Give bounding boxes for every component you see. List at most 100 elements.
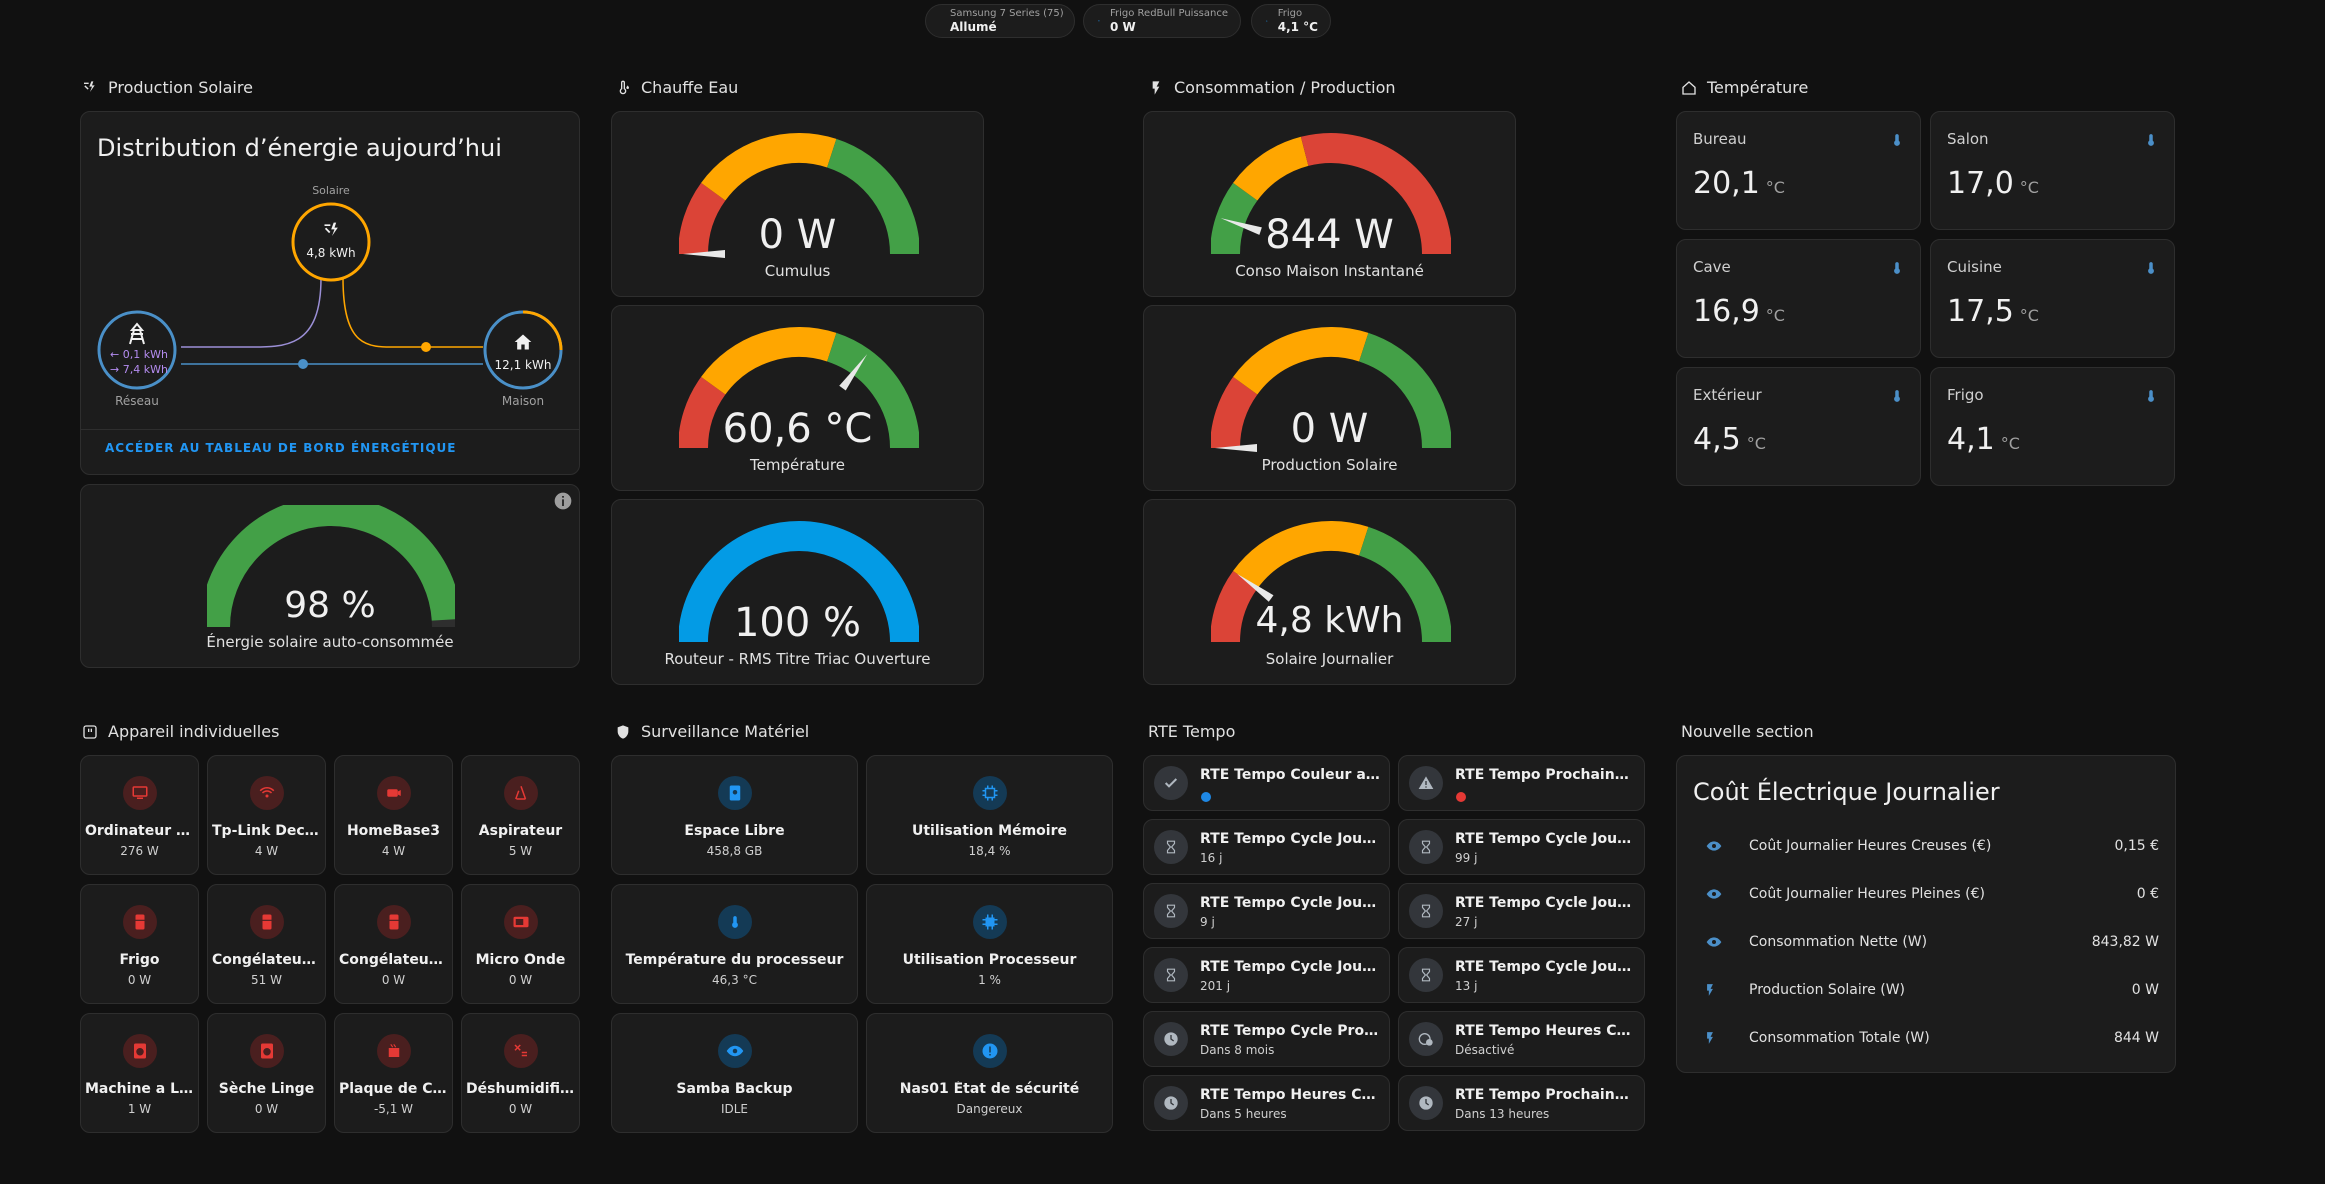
tempo-tile[interactable]: RTE Tempo Couleur actuel...	[1143, 755, 1390, 811]
surveillance-name: Espace Libre	[684, 823, 785, 839]
cost-row[interactable]: Coût Journalier Heures Creuses (€) 0,15 …	[1677, 822, 2175, 870]
tempo-tile[interactable]: RTE Tempo Cycle Jours dé... 16 j	[1143, 819, 1390, 875]
appliance-tile[interactable]: Déshumidific... 0 W	[461, 1013, 580, 1133]
temp-card-cuisine[interactable]: Cuisine 17,5 °C	[1930, 239, 2175, 358]
tempo-name: RTE Tempo Cycle Jours re...	[1455, 959, 1636, 975]
cost-title: Coût Électrique Journalier	[1693, 778, 2000, 806]
temp-unit: °C	[1765, 306, 1785, 325]
badge-frigo-power[interactable]: Frigo RedBull Puissance 0 W	[1083, 4, 1241, 38]
tempo-tile[interactable]: RTE Tempo Cycle Jours re... 13 j	[1398, 947, 1645, 1003]
appliance-tile[interactable]: Frigo 0 W	[80, 884, 199, 1004]
appliance-tile[interactable]: Tp-Link Deco ... 4 W	[207, 755, 326, 875]
gauge-conso-name: Conso Maison Instantané	[1235, 262, 1424, 280]
gauge-card-routeur[interactable]: 100 % Routeur - RMS Titre Triac Ouvertur…	[611, 499, 984, 685]
gauge-card-temperature[interactable]: 60,6 °C Température	[611, 305, 984, 491]
thermometer-icon	[1894, 262, 1900, 274]
surveillance-value: 46,3 °C	[712, 973, 757, 987]
temp-card-bureau[interactable]: Bureau 20,1 °C	[1676, 111, 1921, 230]
info-icon[interactable]	[553, 491, 573, 511]
tempo-tile[interactable]: RTE Tempo Cycle Jours re... 201 j	[1143, 947, 1390, 1003]
gauge-production-value: 0 W	[1290, 406, 1369, 452]
tempo-name: RTE Tempo Cycle Jours dé...	[1200, 895, 1381, 911]
grid-node-label: Réseau	[115, 394, 159, 408]
tempo-tile[interactable]: RTE Tempo Heures Creuses Désactivé	[1398, 1011, 1645, 1067]
temp-unit: °C	[2019, 178, 2039, 197]
section-title-temp-text: Température	[1707, 78, 1809, 97]
gauge-card-production[interactable]: 0 W Production Solaire	[1143, 305, 1516, 491]
appliance-value: 0 W	[254, 1102, 279, 1116]
appliance-tile[interactable]: Machine a La... 1 W	[80, 1013, 199, 1133]
surveillance-tile[interactable]: Température du processeur 46,3 °C	[611, 884, 858, 1004]
section-title-conso-text: Consommation / Production	[1174, 78, 1396, 97]
gauge-conso-value: 844 W	[1265, 212, 1394, 258]
surveillance-tile[interactable]: Utilisation Mémoire 18,4 %	[866, 755, 1113, 875]
appliance-tile[interactable]: Ordinateur Pu... 276 W	[80, 755, 199, 875]
temp-name: Cave	[1693, 258, 1731, 276]
thermometer-icon	[2148, 390, 2154, 402]
surveillance-tile[interactable]: Espace Libre 458,8 GB	[611, 755, 858, 875]
tempo-tile[interactable]: RTE Tempo Cycle Jours re... 27 j	[1398, 883, 1645, 939]
selfconsumption-card: 98 % Énergie solaire auto-consommée	[80, 484, 580, 668]
lightning-icon	[1707, 984, 1713, 996]
tempo-tile[interactable]: RTE Tempo Prochaine cou... Dans 13 heure…	[1398, 1075, 1645, 1131]
gauge-routeur	[679, 521, 919, 643]
surveillance-name: Nas01 État de sécurité	[899, 1081, 1080, 1097]
tempo-tile[interactable]: RTE Tempo Cycle Jours dé... 9 j	[1143, 883, 1390, 939]
hourglass-icon	[1154, 894, 1188, 928]
tempo-name: RTE Tempo Heures Creuses	[1455, 1023, 1636, 1039]
cost-row-value: 0 W	[2131, 982, 2159, 998]
tempo-tile[interactable]: RTE Tempo Prochaine cou...	[1398, 755, 1645, 811]
temp-value: 20,1 °C	[1693, 166, 1785, 201]
tempo-tile[interactable]: RTE Tempo Heures Creuse... Dans 5 heures	[1143, 1075, 1390, 1131]
gauge-card-solaire-journalier[interactable]: 4,8 kWh Solaire Journalier	[1143, 499, 1516, 685]
cost-row[interactable]: Consommation Totale (W) 844 W	[1677, 1014, 2175, 1062]
temp-card-frigo[interactable]: Frigo 4,1 °C	[1930, 367, 2175, 486]
surveillance-value: IDLE	[720, 1102, 749, 1116]
temp-card-salon[interactable]: Salon 17,0 °C	[1930, 111, 2175, 230]
camera-icon	[376, 776, 411, 810]
tempo-tile[interactable]: RTE Tempo Cycle Prochai... Dans 8 mois	[1143, 1011, 1390, 1067]
temp-number: 20,1	[1693, 166, 1760, 201]
energy-dashboard-link[interactable]: ACCÉDER AU TABLEAU DE BORD ÉNERGÉTIQUE	[105, 441, 457, 455]
gauge-segment	[1300, 133, 1451, 255]
badge-tv[interactable]: Samsung 7 Series (75) Allumé	[925, 4, 1075, 38]
temp-card-cave[interactable]: Cave 16,9 °C	[1676, 239, 1921, 358]
cost-row[interactable]: Production Solaire (W) 0 W	[1677, 966, 2175, 1014]
appliance-tile[interactable]: Micro Onde 0 W	[461, 884, 580, 1004]
surveillance-tile[interactable]: Utilisation Processeur 1 %	[866, 884, 1113, 1004]
appliance-tile[interactable]: HomeBase3 4 W	[334, 755, 453, 875]
gauge-card-cumulus[interactable]: 0 W Cumulus	[611, 111, 984, 297]
temp-value: 4,1 °C	[1947, 422, 2020, 457]
surveillance-tile[interactable]: Samba Backup IDLE	[611, 1013, 858, 1133]
appliance-tile[interactable]: Congélateur 2 0 W	[334, 884, 453, 1004]
appliance-tile[interactable]: Sèche Linge 0 W	[207, 1013, 326, 1133]
appliance-tile[interactable]: Congélateur 1 51 W	[207, 884, 326, 1004]
cost-row-label: Coût Journalier Heures Creuses (€)	[1749, 838, 1992, 854]
cost-row-label: Coût Journalier Heures Pleines (€)	[1749, 886, 1985, 902]
cost-row[interactable]: Consommation Nette (W) 843,82 W	[1677, 918, 2175, 966]
gauge-needle	[1237, 573, 1274, 602]
appliance-name: Machine a La...	[85, 1081, 194, 1097]
temp-unit: °C	[2019, 306, 2039, 325]
temp-value: 17,0 °C	[1947, 166, 2039, 201]
gauge-card-conso[interactable]: 844 W Conso Maison Instantané	[1143, 111, 1516, 297]
tempo-name: RTE Tempo Heures Creuse...	[1200, 1087, 1381, 1103]
appliance-name: Aspirateur	[478, 823, 563, 839]
appliance-name: Ordinateur Pu...	[85, 823, 194, 839]
cost-row[interactable]: Coût Journalier Heures Pleines (€) 0 €	[1677, 870, 2175, 918]
badge-frigo-temp-state: 4,1 °C	[1277, 20, 1318, 34]
section-title-appliances-text: Appareil individuelles	[108, 722, 280, 741]
appliance-name: Micro Onde	[475, 952, 566, 968]
tempo-tile[interactable]: RTE Tempo Cycle Jours dé... 99 j	[1398, 819, 1645, 875]
appliance-tile[interactable]: Aspirateur 5 W	[461, 755, 580, 875]
appliance-tile[interactable]: Plaque de Cui... -5,1 W	[334, 1013, 453, 1133]
tempo-name: RTE Tempo Cycle Jours re...	[1200, 959, 1381, 975]
gauge-temperature	[679, 327, 919, 449]
grid-node-in: ← 0,1 kWh	[110, 348, 168, 361]
temp-card-exterieur[interactable]: Extérieur 4,5 °C	[1676, 367, 1921, 486]
surveillance-tile[interactable]: Nas01 État de sécurité Dangereux	[866, 1013, 1113, 1133]
badge-frigo-temp[interactable]: Frigo 4,1 °C	[1251, 4, 1331, 38]
cost-row-value: 843,82 W	[2091, 934, 2159, 950]
cost-row-value: 844 W	[2113, 1030, 2159, 1046]
section-title-solar: Production Solaire	[82, 78, 253, 97]
